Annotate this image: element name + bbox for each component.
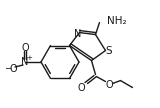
Text: O: O	[78, 83, 85, 93]
Text: −: −	[4, 64, 11, 72]
Text: O: O	[106, 80, 113, 90]
Text: N: N	[21, 57, 29, 67]
Text: NH₂: NH₂	[108, 16, 127, 26]
Text: N: N	[74, 29, 81, 39]
Text: S: S	[105, 46, 112, 56]
Text: O: O	[9, 64, 17, 74]
Text: +: +	[27, 56, 32, 61]
Text: O: O	[21, 43, 29, 53]
